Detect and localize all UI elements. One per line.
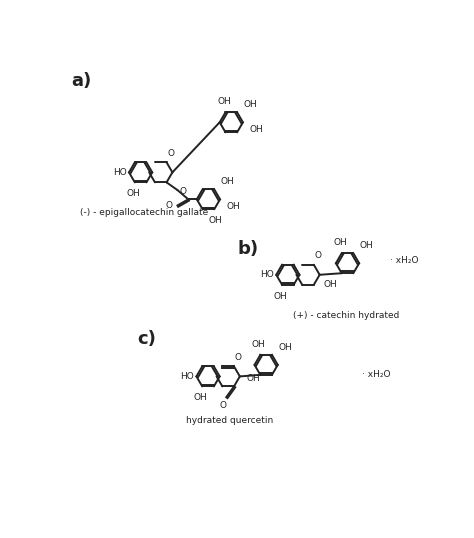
Text: O: O (235, 353, 242, 362)
Text: OH: OH (127, 189, 140, 199)
Text: b): b) (237, 240, 259, 258)
Text: OH: OH (249, 125, 263, 134)
Text: O: O (315, 251, 321, 260)
Text: OH: OH (226, 202, 240, 211)
Text: OH: OH (360, 241, 374, 250)
Text: hydrated quercetin: hydrated quercetin (186, 416, 273, 424)
Text: HO: HO (260, 270, 274, 279)
Text: OH: OH (252, 339, 265, 349)
Text: OH: OH (217, 97, 231, 106)
Text: OH: OH (209, 216, 223, 225)
Text: OH: OH (278, 343, 292, 352)
Text: O: O (166, 201, 173, 210)
Text: HO: HO (113, 168, 127, 177)
Text: OH: OH (333, 238, 347, 247)
Text: a): a) (71, 72, 91, 90)
Text: · xH₂O: · xH₂O (362, 370, 390, 379)
Text: O: O (180, 187, 187, 196)
Text: O: O (219, 401, 227, 410)
Text: c): c) (137, 330, 155, 348)
Text: OH: OH (273, 292, 287, 301)
Text: (+) - catechin hydrated: (+) - catechin hydrated (293, 311, 399, 320)
Text: OH: OH (194, 393, 208, 402)
Text: O: O (167, 148, 174, 158)
Text: OH: OH (243, 100, 257, 109)
Text: OH: OH (247, 374, 261, 383)
Text: OH: OH (323, 280, 337, 288)
Text: OH: OH (220, 177, 234, 186)
Text: HO: HO (180, 372, 194, 381)
Text: · xH₂O: · xH₂O (390, 257, 419, 265)
Text: (-) - epigallocatechin gallate: (-) - epigallocatechin gallate (81, 208, 209, 217)
